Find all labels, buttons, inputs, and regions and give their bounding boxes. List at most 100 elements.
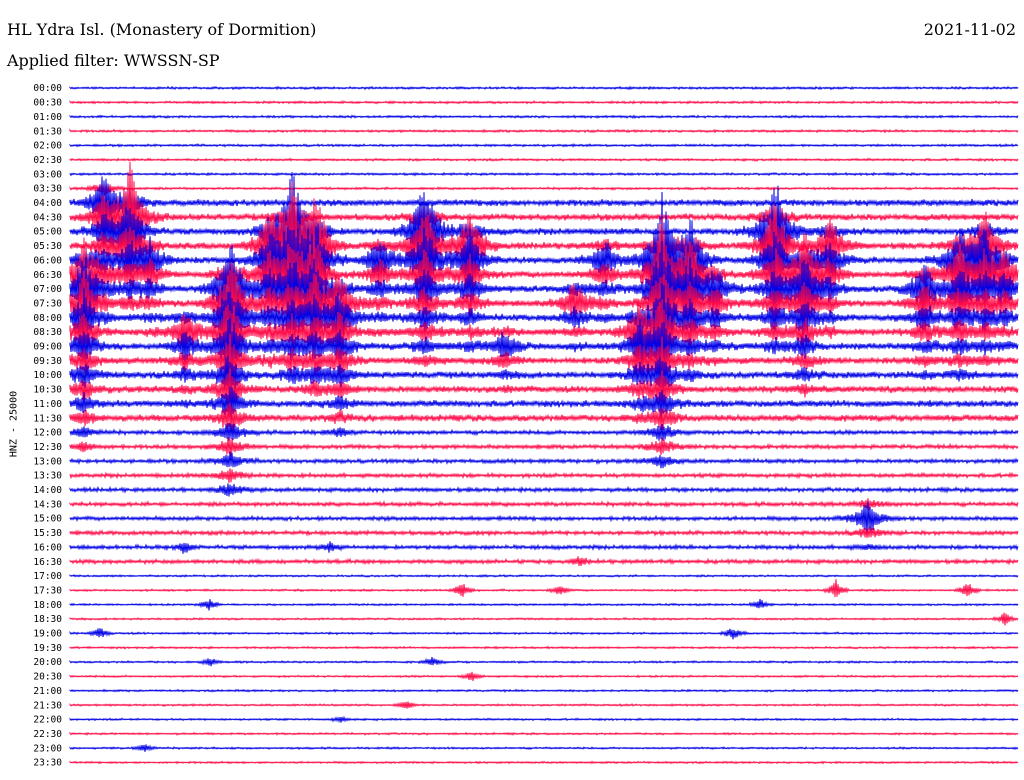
time-label: 08:30 bbox=[33, 327, 62, 338]
station-title: HL Ydra Isl. (Monastery of Dormition) bbox=[7, 20, 317, 39]
trace-line bbox=[69, 701, 1019, 709]
trace-line bbox=[69, 114, 1019, 120]
time-label: 21:00 bbox=[33, 686, 62, 697]
time-label: 13:30 bbox=[33, 471, 62, 482]
time-label: 23:30 bbox=[33, 758, 62, 769]
time-label: 05:00 bbox=[33, 227, 62, 238]
trace-line bbox=[69, 468, 1019, 483]
time-label: 11:00 bbox=[33, 399, 62, 410]
channel-scale-label: HNZ - 25000 bbox=[8, 390, 20, 458]
time-label: 17:30 bbox=[33, 585, 62, 596]
trace-line bbox=[69, 498, 1019, 511]
time-label: 02:00 bbox=[33, 141, 62, 152]
trace-line bbox=[69, 262, 1019, 353]
time-label: 19:30 bbox=[33, 643, 62, 654]
time-label: 00:30 bbox=[33, 98, 62, 109]
filter-label: Applied filter: WWSSN-SP bbox=[7, 51, 220, 70]
trace-line bbox=[69, 688, 1019, 693]
time-label: 04:00 bbox=[33, 198, 62, 209]
time-label: 14:00 bbox=[33, 485, 62, 496]
trace-line bbox=[69, 171, 1019, 177]
time-label: 22:00 bbox=[33, 715, 62, 726]
time-label: 02:30 bbox=[33, 155, 62, 166]
trace-line bbox=[69, 128, 1019, 134]
trace-line bbox=[69, 299, 1019, 361]
trace-line bbox=[69, 671, 1019, 682]
time-label: 03:00 bbox=[33, 169, 62, 180]
time-label: 08:00 bbox=[33, 313, 62, 324]
time-label: 19:00 bbox=[33, 629, 62, 640]
trace-line bbox=[69, 579, 1019, 598]
trace-line bbox=[69, 731, 1019, 736]
time-label: 10:30 bbox=[33, 385, 62, 396]
time-label: 12:00 bbox=[33, 428, 62, 439]
time-label: 00:00 bbox=[33, 83, 62, 94]
trace-line bbox=[69, 85, 1019, 91]
time-label: 01:00 bbox=[33, 112, 62, 123]
trace-line bbox=[69, 598, 1019, 611]
time-label: 06:00 bbox=[33, 255, 62, 266]
trace-line bbox=[69, 182, 1019, 196]
trace-line bbox=[69, 437, 1019, 457]
trace-line bbox=[69, 318, 1019, 377]
trace-line bbox=[69, 333, 1019, 386]
trace-line bbox=[69, 176, 1019, 229]
time-label: 17:00 bbox=[33, 571, 62, 582]
trace-line bbox=[69, 556, 1019, 567]
trace-line bbox=[69, 99, 1019, 105]
trace-line bbox=[69, 157, 1019, 163]
trace-line bbox=[69, 715, 1019, 724]
trace-line bbox=[69, 181, 1019, 314]
trace-line bbox=[69, 143, 1019, 148]
trace-line bbox=[69, 628, 1019, 640]
trace-line bbox=[69, 355, 1019, 398]
time-label: 16:30 bbox=[33, 557, 62, 568]
time-label: 07:30 bbox=[33, 298, 62, 309]
time-label: 07:00 bbox=[33, 284, 62, 295]
trace-line bbox=[69, 171, 1019, 294]
time-label: 23:00 bbox=[33, 743, 62, 754]
time-label: 18:00 bbox=[33, 600, 62, 611]
trace-line bbox=[69, 218, 1019, 314]
time-label: 03:30 bbox=[33, 184, 62, 195]
time-label: 12:30 bbox=[33, 442, 62, 453]
trace-line bbox=[69, 760, 1019, 765]
time-label: 16:00 bbox=[33, 542, 62, 553]
time-label-group: 00:00 00:30 01:00 01:30 02:00 02:30 03:00 03:30… bbox=[33, 83, 62, 768]
date-label: 2021-11-02 bbox=[923, 20, 1016, 39]
trace-line bbox=[69, 191, 1019, 326]
time-label: 22:30 bbox=[33, 729, 62, 740]
trace-group bbox=[69, 85, 1019, 765]
trace-line bbox=[69, 612, 1019, 626]
time-label: 20:30 bbox=[33, 672, 62, 683]
time-label: 09:00 bbox=[33, 342, 62, 353]
trace-line bbox=[69, 541, 1019, 554]
trace-line bbox=[69, 423, 1019, 441]
trace-line bbox=[69, 386, 1019, 421]
trace-line bbox=[69, 483, 1019, 497]
trace-line bbox=[69, 402, 1019, 434]
time-label: 01:30 bbox=[33, 126, 62, 137]
trace-line bbox=[69, 645, 1019, 650]
trace-line bbox=[69, 744, 1019, 752]
time-label: 04:30 bbox=[33, 212, 62, 223]
trace-line bbox=[69, 501, 1019, 537]
trace-line bbox=[69, 656, 1019, 667]
time-label: 09:30 bbox=[33, 356, 62, 367]
time-label: 20:00 bbox=[33, 657, 62, 668]
time-label: 21:30 bbox=[33, 700, 62, 711]
trace-line bbox=[69, 368, 1019, 408]
time-label: 18:30 bbox=[33, 614, 62, 625]
time-label: 11:30 bbox=[33, 413, 62, 424]
trace-line bbox=[69, 451, 1019, 469]
time-label: 10:00 bbox=[33, 370, 62, 381]
trace-line bbox=[69, 161, 1019, 269]
time-label: 15:30 bbox=[33, 528, 62, 539]
time-label: 06:30 bbox=[33, 270, 62, 281]
trace-line bbox=[69, 573, 1019, 578]
time-label: 14:30 bbox=[33, 499, 62, 510]
time-label: 13:00 bbox=[33, 456, 62, 467]
time-label: 15:00 bbox=[33, 514, 62, 525]
